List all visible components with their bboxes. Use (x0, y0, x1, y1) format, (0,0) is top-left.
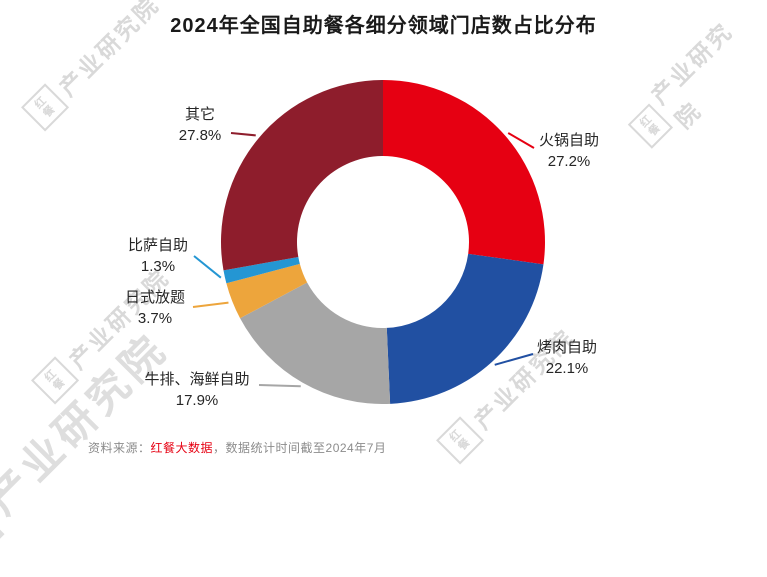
segment-label-other: 其它 27.8% (179, 104, 222, 146)
segment-percent: 22.1% (545, 360, 589, 377)
segment-percent: 17.9% (175, 392, 219, 409)
segment-name: 比萨自助 (127, 237, 189, 254)
segment-name: 其它 (184, 106, 216, 123)
source-name: 红餐大数据 (150, 441, 214, 455)
donut-chart (192, 80, 545, 404)
segment-label-steak-seafood: 牛排、海鲜自助 17.9% (144, 369, 249, 411)
leader-line-bbq (494, 353, 534, 366)
segment-name: 火锅自助 (538, 132, 600, 149)
source-note: 资料来源：红餐大数据，数据统计时间截至2024年7月 (88, 439, 386, 456)
chart-title: 2024年全国自助餐各细分领域门店数占比分布 (170, 15, 597, 37)
leader-line-japanese-buffet (192, 301, 229, 308)
segment-label-pizza: 比萨自助 1.3% (128, 235, 188, 277)
donut-segment-japanese-buffet (226, 263, 308, 319)
donut-segment-other (221, 80, 383, 271)
source-detail: ，数据统计时间截至2024年7月 (213, 441, 387, 455)
source-prefix: 资料来源： (88, 441, 151, 455)
segment-percent: 27.2% (547, 153, 591, 170)
leader-line-pizza (193, 255, 222, 279)
donut-segment-pizza (223, 257, 300, 284)
segment-percent: 27.8% (178, 127, 222, 144)
leader-line-other (230, 132, 256, 137)
segment-label-japanese-buffet: 日式放题 3.7% (125, 287, 185, 329)
donut-segment-hotpot (383, 80, 545, 265)
segment-name: 烤肉自助 (536, 339, 598, 356)
donut-segment-steak-seafood (240, 282, 391, 404)
hongcan-logo-icon: 红餐 (0, 490, 5, 577)
segment-name: 牛排、海鲜自助 (144, 371, 250, 388)
segment-percent: 3.7% (137, 310, 173, 327)
donut-segment-bbq (386, 253, 544, 404)
segment-label-hotpot: 火锅自助 27.2% (539, 130, 599, 172)
segment-label-bbq: 烤肉自助 22.1% (537, 337, 597, 379)
segment-name: 日式放题 (124, 289, 186, 306)
leader-line-hotpot (507, 132, 535, 149)
segment-percent: 1.3% (140, 258, 176, 275)
leader-line-steak-seafood (258, 384, 301, 388)
